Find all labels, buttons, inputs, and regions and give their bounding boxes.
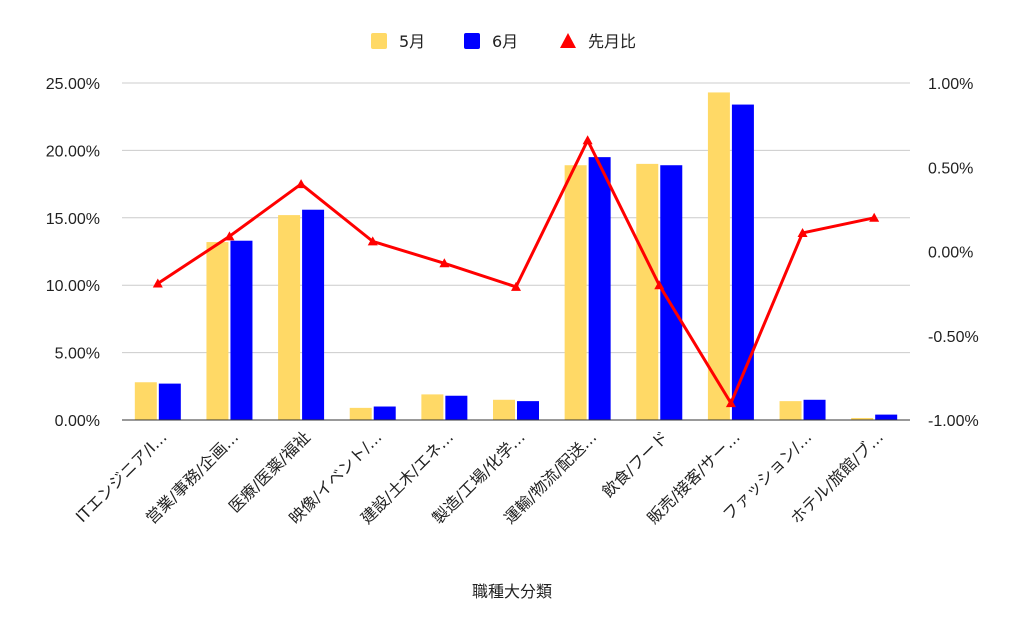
mom-change-point — [439, 258, 450, 268]
bar-may — [134, 382, 157, 420]
bar-june — [373, 406, 396, 420]
bar-may — [421, 394, 444, 420]
category-labels: ITエンジニア/I…営業/事務/企画…医療/医薬/福祉映像/イベント/…建設/土… — [72, 427, 887, 527]
bar-june — [158, 383, 181, 420]
mom-change-point — [869, 212, 880, 222]
mom-change-point — [797, 227, 808, 237]
legend-marker — [560, 33, 576, 48]
left-tick-label: 5.00% — [55, 346, 100, 363]
mom-change-point — [152, 278, 163, 288]
left-tick-label: 0.00% — [55, 413, 100, 430]
left-axis-ticks: 0.00% 5.00% 10.00% 15.00% 20.00% 25.00% — [46, 76, 100, 430]
mom-change-line — [156, 138, 875, 405]
left-tick-label: 25.00% — [46, 76, 100, 93]
mom-change-point — [224, 231, 235, 241]
legend-swatch — [464, 33, 480, 49]
bar-june — [660, 165, 683, 420]
right-tick-label: 0.00% — [928, 245, 973, 262]
bar-may — [349, 407, 372, 420]
bar-may — [851, 417, 874, 420]
legend-swatch — [371, 33, 387, 49]
right-axis-ticks: -1.00% -0.50% 0.00% 0.50% 1.00% — [928, 76, 979, 430]
bar-june — [517, 401, 539, 420]
bar-may — [636, 163, 659, 420]
mom-change-point — [367, 236, 378, 246]
right-tick-label: -1.00% — [928, 413, 979, 430]
bar-may — [779, 401, 802, 420]
bar-june — [230, 240, 253, 420]
left-tick-label: 20.00% — [46, 143, 100, 160]
right-tick-label: -0.50% — [928, 329, 979, 346]
mom-change-point — [725, 398, 736, 408]
line-series — [152, 135, 880, 408]
bar-may — [707, 92, 730, 420]
legend: 5月 6月 先月比 — [371, 32, 636, 51]
bar-june — [731, 104, 754, 421]
bar-may — [493, 399, 515, 420]
right-tick-label: 1.00% — [928, 76, 973, 93]
bar-series — [134, 92, 898, 421]
bar-may — [278, 215, 301, 420]
mom-change-point — [296, 179, 307, 189]
legend-label: 5月 — [399, 32, 425, 51]
legend-label: 6月 — [492, 32, 518, 51]
category-label: 飲食/フード — [598, 427, 672, 501]
bar-june — [875, 414, 898, 420]
right-tick-label: 0.50% — [928, 160, 973, 177]
bar-may — [564, 165, 587, 420]
bar-june — [588, 157, 611, 420]
x-axis-title: 職種大分類 — [472, 582, 552, 601]
bar-may — [206, 242, 229, 420]
mom-change-point — [582, 135, 593, 145]
mom-change-point — [511, 281, 521, 291]
bar-june — [302, 209, 325, 420]
mom-change-point — [654, 280, 665, 290]
legend-label: 先月比 — [588, 32, 636, 51]
left-tick-label: 10.00% — [46, 278, 100, 295]
bar-june — [445, 395, 468, 420]
left-tick-label: 15.00% — [46, 211, 100, 228]
bar-june — [803, 399, 826, 420]
